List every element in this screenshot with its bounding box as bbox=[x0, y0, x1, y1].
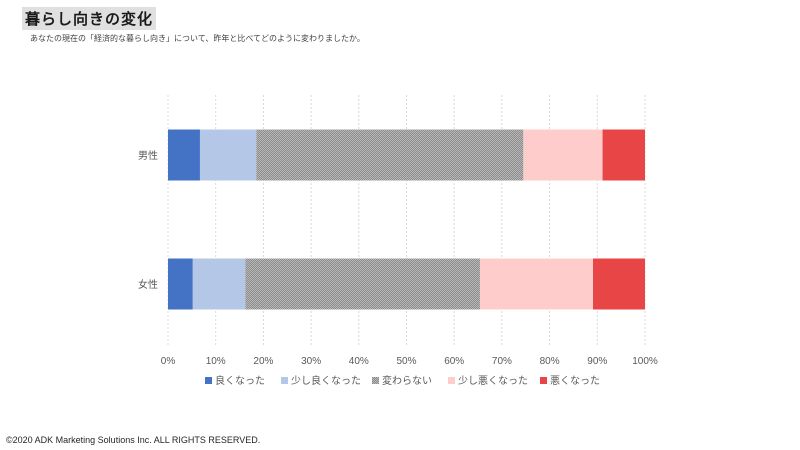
legend-swatch bbox=[448, 377, 455, 384]
bar-segment bbox=[523, 129, 603, 181]
bar-segment bbox=[479, 258, 594, 310]
chart-title: 暮らし向きの変化 bbox=[22, 7, 157, 30]
x-tick-labels: 0% 10% 20% 30% 40% 50% 60% 70% 80% 90% 100% bbox=[161, 356, 658, 367]
legend-label: 変わらない bbox=[382, 374, 432, 387]
category-label: 男性 bbox=[138, 149, 158, 162]
legend-label: 少し悪くなった bbox=[458, 375, 528, 387]
x-tick-label: 80% bbox=[540, 356, 560, 367]
x-tick-label: 20% bbox=[253, 356, 273, 367]
x-tick-label: 90% bbox=[587, 356, 607, 367]
legend-swatch bbox=[205, 377, 212, 384]
bar-segment bbox=[192, 258, 246, 310]
x-tick-label: 50% bbox=[396, 356, 416, 367]
x-tick-label: 30% bbox=[301, 356, 321, 367]
legend-swatch bbox=[372, 377, 379, 384]
legend: 良くなった 少し良くなった 変わらない 少し悪くなった 悪くなった bbox=[205, 374, 600, 387]
x-tick-label: 0% bbox=[161, 356, 176, 367]
legend-swatch bbox=[540, 377, 547, 384]
x-tick-label: 70% bbox=[492, 356, 512, 367]
bar-segment bbox=[256, 129, 524, 181]
legend-label: 良くなった bbox=[215, 374, 265, 387]
bar-segment bbox=[168, 258, 193, 310]
bar-segment bbox=[602, 129, 645, 181]
bar-segment bbox=[168, 129, 200, 181]
x-tick-label: 100% bbox=[632, 356, 658, 367]
legend-label: 少し良くなった bbox=[291, 374, 361, 387]
legend-swatch bbox=[281, 377, 288, 384]
bar-segment bbox=[245, 258, 480, 310]
category-label: 女性 bbox=[138, 278, 158, 291]
x-tick-label: 60% bbox=[444, 356, 464, 367]
legend-label: 悪くなった bbox=[550, 375, 600, 387]
chart-subtitle: あなたの現在の「経済的な暮らし向き」について、昨年と比べてどのように変わりました… bbox=[30, 34, 365, 43]
bars bbox=[168, 129, 645, 310]
copyright-notice: ©2020 ADK Marketing Solutions Inc. ALL R… bbox=[6, 435, 261, 445]
bar-segment bbox=[199, 129, 257, 181]
x-tick-label: 10% bbox=[206, 356, 226, 367]
bar-segment bbox=[593, 258, 645, 310]
x-tick-label: 40% bbox=[349, 356, 369, 367]
